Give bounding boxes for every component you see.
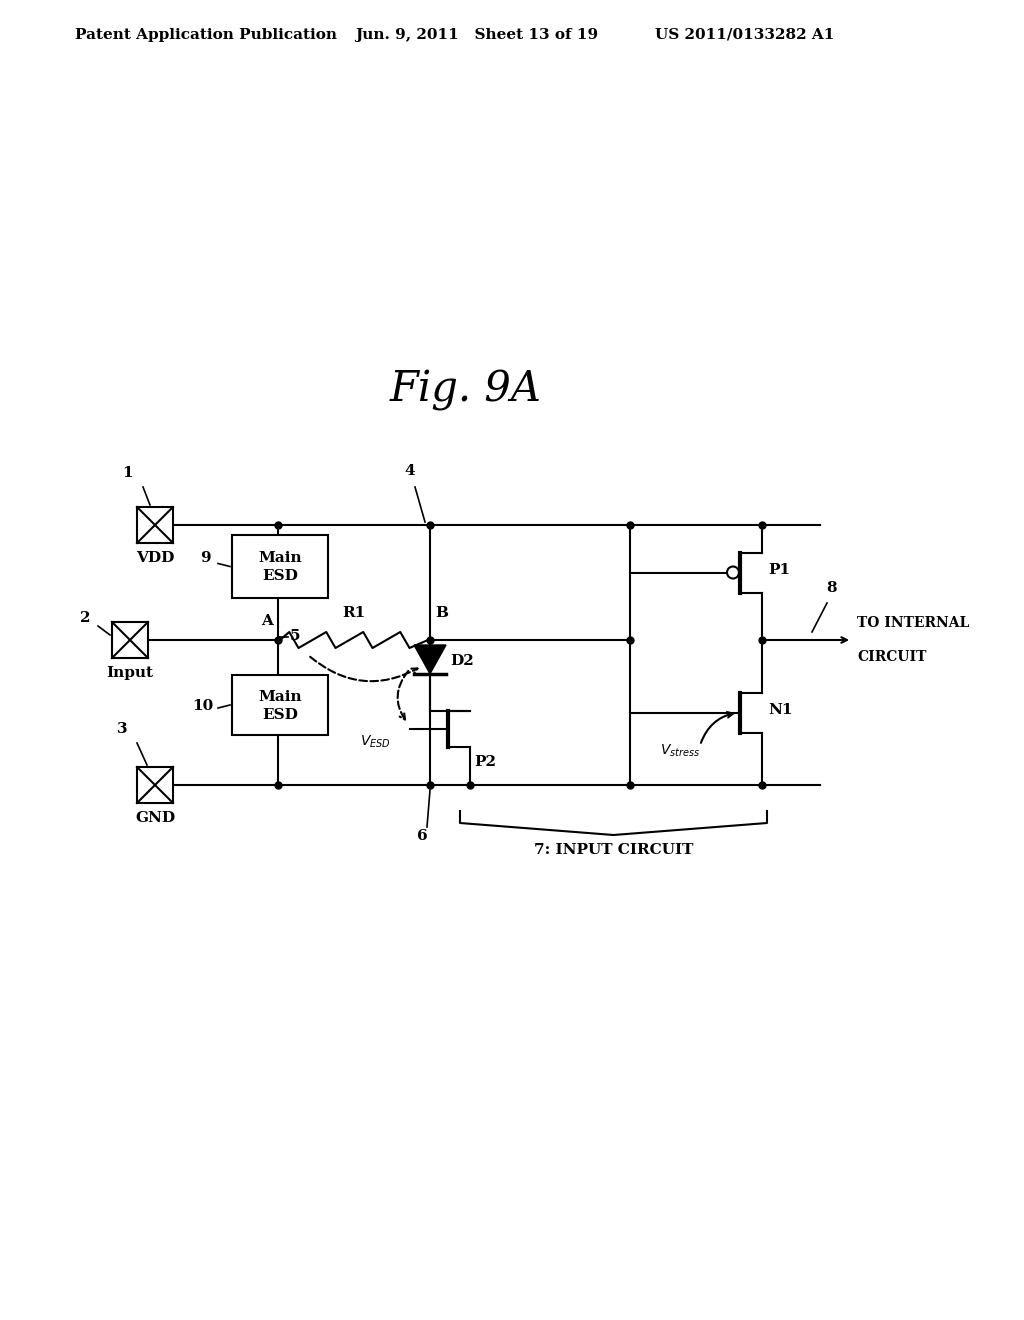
Text: ESD: ESD: [262, 708, 298, 722]
Text: 1: 1: [123, 466, 133, 480]
Text: 5: 5: [290, 630, 300, 644]
Polygon shape: [414, 645, 446, 673]
Text: 2: 2: [80, 611, 90, 624]
Text: 7: INPUT CIRCUIT: 7: INPUT CIRCUIT: [534, 843, 693, 857]
Text: 9: 9: [200, 550, 211, 565]
Text: $V_{stress}$: $V_{stress}$: [660, 742, 700, 759]
Text: Main: Main: [258, 690, 302, 704]
Text: Jun. 9, 2011   Sheet 13 of 19: Jun. 9, 2011 Sheet 13 of 19: [355, 28, 598, 42]
Text: N1: N1: [768, 704, 793, 718]
Text: D2: D2: [450, 653, 474, 668]
Text: 10: 10: [193, 700, 213, 713]
Text: ESD: ESD: [262, 569, 298, 583]
Text: Main: Main: [258, 552, 302, 565]
Text: 4: 4: [404, 465, 416, 478]
Bar: [232, 675, 328, 735]
Text: Patent Application Publication: Patent Application Publication: [75, 28, 337, 42]
Text: US 2011/0133282 A1: US 2011/0133282 A1: [655, 28, 835, 42]
Text: VDD: VDD: [136, 550, 174, 565]
Text: R1: R1: [342, 606, 366, 620]
Text: $V_{ESD}$: $V_{ESD}$: [359, 734, 390, 750]
Text: GND: GND: [135, 810, 175, 825]
Text: TO INTERNAL: TO INTERNAL: [857, 616, 970, 630]
Bar: [137, 507, 173, 543]
Bar: [137, 767, 173, 803]
Text: P1: P1: [768, 564, 791, 578]
Text: CIRCUIT: CIRCUIT: [857, 649, 927, 664]
Text: B: B: [435, 606, 449, 620]
Text: 3: 3: [117, 722, 128, 737]
Text: A: A: [261, 614, 273, 628]
Text: P2: P2: [474, 755, 496, 768]
Text: Input: Input: [106, 667, 154, 680]
Bar: [112, 622, 148, 657]
Text: 8: 8: [826, 581, 838, 595]
Text: Fig. 9A: Fig. 9A: [390, 370, 542, 411]
Bar: [232, 535, 328, 598]
Text: 6: 6: [417, 829, 427, 843]
